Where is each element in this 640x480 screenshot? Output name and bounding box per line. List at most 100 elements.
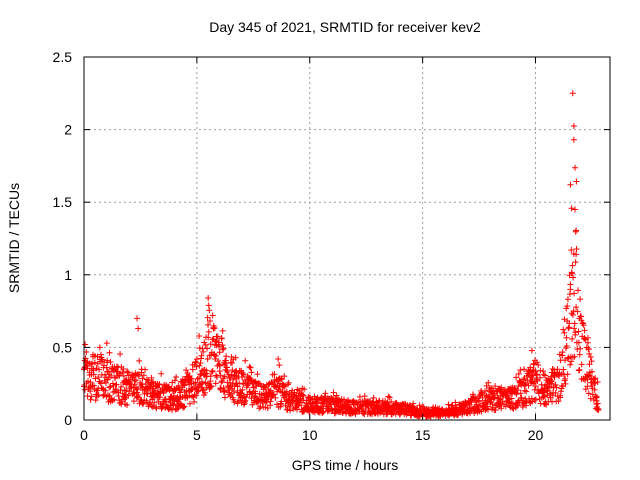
data-point — [197, 355, 204, 362]
data-point — [221, 394, 228, 401]
data-point — [179, 394, 186, 401]
data-point — [153, 405, 160, 412]
data-point — [533, 376, 540, 383]
data-point — [581, 327, 588, 334]
data-point — [219, 377, 226, 384]
data-point — [575, 339, 582, 346]
data-point — [506, 399, 513, 406]
data-point — [194, 388, 201, 395]
data-point — [115, 392, 122, 399]
data-point — [144, 386, 151, 393]
data-point — [502, 403, 509, 410]
data-point — [173, 374, 180, 381]
data-point — [535, 362, 542, 369]
data-point — [587, 354, 594, 361]
data-point — [285, 379, 292, 386]
data-point — [213, 373, 220, 380]
data-point — [188, 375, 195, 382]
y-tick-label: 0.5 — [53, 339, 73, 355]
data-point — [231, 399, 238, 406]
data-point — [216, 368, 223, 375]
data-point — [107, 358, 114, 365]
data-point — [323, 403, 330, 410]
data-point — [238, 390, 245, 397]
data-point — [519, 404, 526, 411]
data-point — [591, 386, 598, 393]
data-point — [385, 393, 392, 400]
data-point — [281, 373, 288, 380]
data-point — [534, 371, 541, 378]
data-point — [204, 345, 211, 352]
data-point — [234, 383, 241, 390]
data-point — [88, 393, 95, 400]
data-point — [96, 344, 103, 351]
plot-frame — [83, 56, 611, 421]
data-point — [89, 360, 96, 367]
data-point — [100, 392, 107, 399]
data-point — [196, 345, 203, 352]
data-point — [200, 348, 207, 355]
data-point — [174, 406, 181, 413]
data-point — [132, 377, 139, 384]
data-point — [107, 383, 114, 390]
data-point — [586, 361, 593, 368]
data-point — [572, 164, 579, 171]
y-tick-label: 0 — [64, 412, 72, 428]
gridlines — [84, 57, 610, 420]
data-point — [572, 206, 579, 213]
data-point — [529, 380, 536, 387]
data-point — [198, 352, 205, 359]
data-point — [523, 388, 530, 395]
data-point — [571, 320, 578, 327]
data-point — [165, 385, 172, 392]
data-point — [131, 390, 138, 397]
data-point — [202, 389, 209, 396]
data-point — [532, 396, 539, 403]
data-point — [148, 403, 155, 410]
data-point — [102, 379, 109, 386]
data-point — [575, 367, 582, 374]
data-point — [564, 371, 571, 378]
data-point — [119, 390, 126, 397]
data-point — [135, 392, 142, 399]
data-point — [560, 326, 567, 333]
data-point — [208, 383, 215, 390]
data-point — [219, 327, 226, 334]
data-point — [214, 333, 221, 340]
data-point — [588, 358, 595, 365]
data-point — [275, 356, 282, 363]
data-point — [388, 398, 395, 405]
data-point — [232, 354, 239, 361]
data-point — [263, 399, 270, 406]
data-point — [555, 398, 562, 405]
data-point — [221, 373, 228, 380]
data-point — [591, 376, 598, 383]
data-point — [256, 405, 263, 412]
data-point — [156, 381, 163, 388]
data-point — [314, 400, 321, 407]
data-point — [297, 395, 304, 402]
data-point — [104, 357, 111, 364]
data-point — [573, 227, 580, 234]
data-point — [552, 381, 559, 388]
x-tick-labels: 0 5 10 15 20 — [80, 427, 543, 443]
data-point — [593, 393, 600, 400]
data-point — [554, 366, 561, 373]
data-point — [207, 373, 214, 380]
data-point — [560, 366, 567, 373]
data-point — [557, 392, 564, 399]
x-axis-label: GPS time / hours — [292, 457, 399, 473]
data-point — [575, 287, 582, 294]
data-point — [205, 321, 212, 328]
data-point — [207, 341, 214, 348]
data-point — [208, 368, 215, 375]
data-point — [278, 376, 285, 383]
data-point — [496, 396, 503, 403]
data-point — [522, 381, 529, 388]
data-point — [193, 363, 200, 370]
data-point — [215, 358, 222, 365]
data-point — [134, 385, 141, 392]
data-point — [567, 281, 574, 288]
data-point — [209, 367, 216, 374]
data-point — [569, 311, 576, 318]
